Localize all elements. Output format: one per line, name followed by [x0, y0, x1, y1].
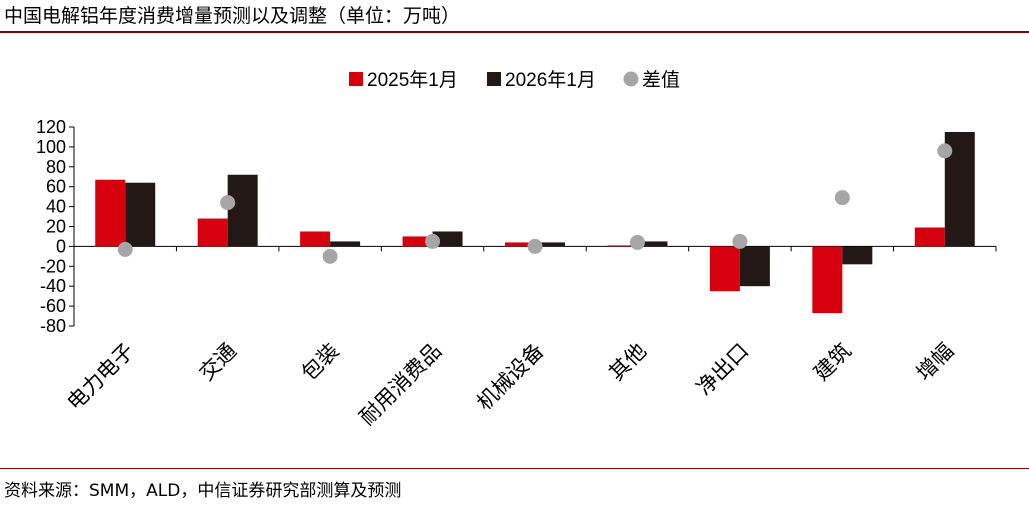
- legend-label: 2025年1月: [367, 69, 458, 91]
- x-tick-label: 耐用消费品: [356, 339, 447, 430]
- y-tick-label: -60: [40, 296, 66, 316]
- y-tick-label: 120: [36, 117, 66, 137]
- legend-swatch: [487, 72, 501, 86]
- diff-point: [322, 248, 338, 264]
- x-tick-label: 包装: [298, 339, 344, 385]
- source-note: 资料来源：SMM，ALD，中信证券研究部测算及预测: [4, 481, 402, 501]
- y-tick-label: 80: [46, 157, 66, 177]
- diff-point: [220, 195, 236, 211]
- bar-series1: [95, 179, 126, 247]
- y-tick-label: 60: [46, 177, 66, 197]
- bar-series2: [227, 174, 258, 247]
- chart: 2025年1月 2026年1月 差值 120100806040200-20-40-6…: [36, 69, 997, 430]
- bar-series2: [432, 231, 463, 247]
- bottom-divider: [0, 468, 1029, 469]
- bar-series1: [812, 246, 843, 314]
- diff-point: [834, 190, 850, 206]
- legend-swatch: [349, 72, 363, 86]
- bar-series1: [300, 231, 331, 247]
- chart-title: 中国电解铝年度消费增量预测以及调整（单位：万吨）: [4, 5, 461, 27]
- diff-point: [425, 233, 441, 249]
- y-tick-label: 20: [46, 217, 66, 237]
- bar-series1: [607, 245, 638, 247]
- x-axis: 电力电子 交通 包装 耐用消费品 机械设备 其他 净出口 建筑 增幅: [63, 245, 997, 430]
- bar-series1: [914, 227, 945, 247]
- diff-point: [732, 233, 748, 249]
- bar-series1: [709, 246, 740, 292]
- diff-point: [117, 241, 133, 257]
- legend-label: 差值: [642, 69, 680, 91]
- diff-point: [527, 238, 543, 254]
- top-divider: [0, 31, 1029, 33]
- legend-label: 2026年1月: [505, 69, 596, 91]
- plot-area: [95, 131, 975, 314]
- diff-point: [629, 234, 645, 250]
- bar-series2: [330, 241, 361, 247]
- bar-series2: [739, 246, 770, 287]
- bar-series2: [842, 246, 873, 265]
- y-tick-label: -80: [40, 316, 66, 336]
- y-tick-label: -40: [40, 276, 66, 296]
- y-tick-label: -20: [40, 256, 66, 276]
- y-tick-label: 0: [56, 236, 66, 256]
- chart-legend: 2025年1月 2026年1月 差值: [349, 69, 680, 91]
- x-tick-label: 建筑: [810, 339, 856, 385]
- x-tick-label: 增幅: [912, 339, 958, 385]
- bar-series1: [197, 218, 228, 247]
- bar-series1: [505, 242, 535, 247]
- x-tick-label: 交通: [195, 339, 241, 385]
- x-tick-label: 其他: [605, 339, 651, 385]
- x-tick-label: 电力电子: [63, 339, 139, 415]
- bar-series2: [535, 242, 565, 247]
- x-tick-label: 机械设备: [473, 339, 549, 415]
- bar-series2: [637, 241, 668, 247]
- bar-series2: [125, 182, 156, 247]
- y-tick-label: 40: [46, 197, 66, 217]
- bar-series1: [402, 236, 433, 247]
- x-tick-label: 净出口: [693, 339, 754, 400]
- legend-swatch: [623, 71, 639, 87]
- y-tick-label: 100: [36, 137, 66, 157]
- diff-point: [937, 143, 953, 159]
